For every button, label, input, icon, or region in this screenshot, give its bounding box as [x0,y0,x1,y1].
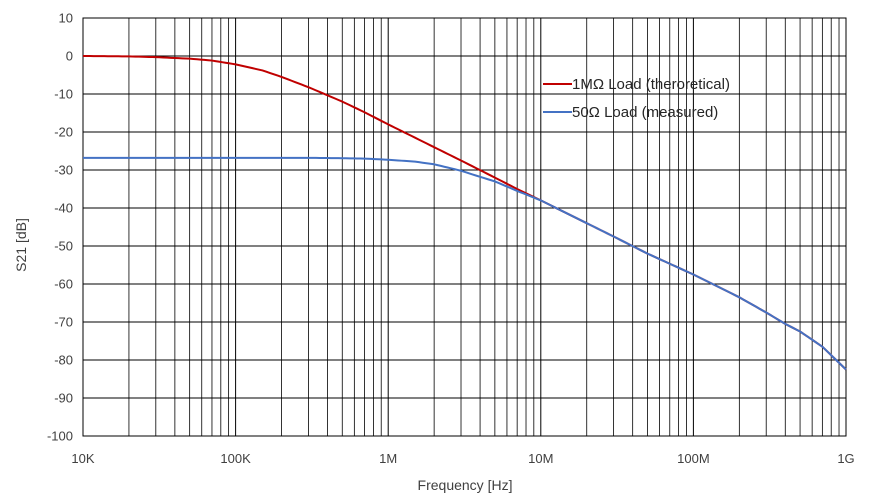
x-tick-label: 100M [677,451,710,466]
y-tick-label: -80 [54,353,73,368]
major-grid [82,17,847,437]
y-tick-label: -40 [54,201,73,216]
legend-label-1: 1MΩ Load (theroretical) [572,76,730,93]
y-axis-title: S21 [dB] [13,218,29,272]
minor-grid [128,18,840,436]
plot-border [82,17,847,437]
y-tick-label: -10 [54,87,73,102]
y-tick-label: -30 [54,163,73,178]
legend: 1MΩ Load (theroretical) 50Ω Load (measure… [543,76,730,121]
y-tick-labels: 10 0 -10 -20 -30 -40 -50 -60 -70 -80 -90 -100 [47,11,73,444]
y-tick-label: -60 [54,277,73,292]
y-tick-label: 0 [66,49,73,64]
x-axis-title: Frequency [Hz] [418,477,513,493]
y-tick-label: -70 [54,315,73,330]
x-tick-label: 10K [71,451,94,466]
x-tick-label: 10M [528,451,553,466]
x-tick-label: 1M [379,451,397,466]
y-tick-label: 10 [59,11,73,26]
series-layer [82,55,847,371]
series-line-2 [83,156,847,371]
y-tick-label: -100 [47,429,73,444]
y-tick-label: -90 [54,391,73,406]
x-tick-label: 100K [220,451,251,466]
x-tick-label: 1G [837,451,854,466]
y-tick-label: -50 [54,239,73,254]
y-tick-label: -20 [54,125,73,140]
x-tick-labels: 10K 100K 1M 10M 100M 1G [71,451,854,466]
plot-area-border [82,17,847,437]
legend-label-2: 50Ω Load (measured) [572,104,718,121]
